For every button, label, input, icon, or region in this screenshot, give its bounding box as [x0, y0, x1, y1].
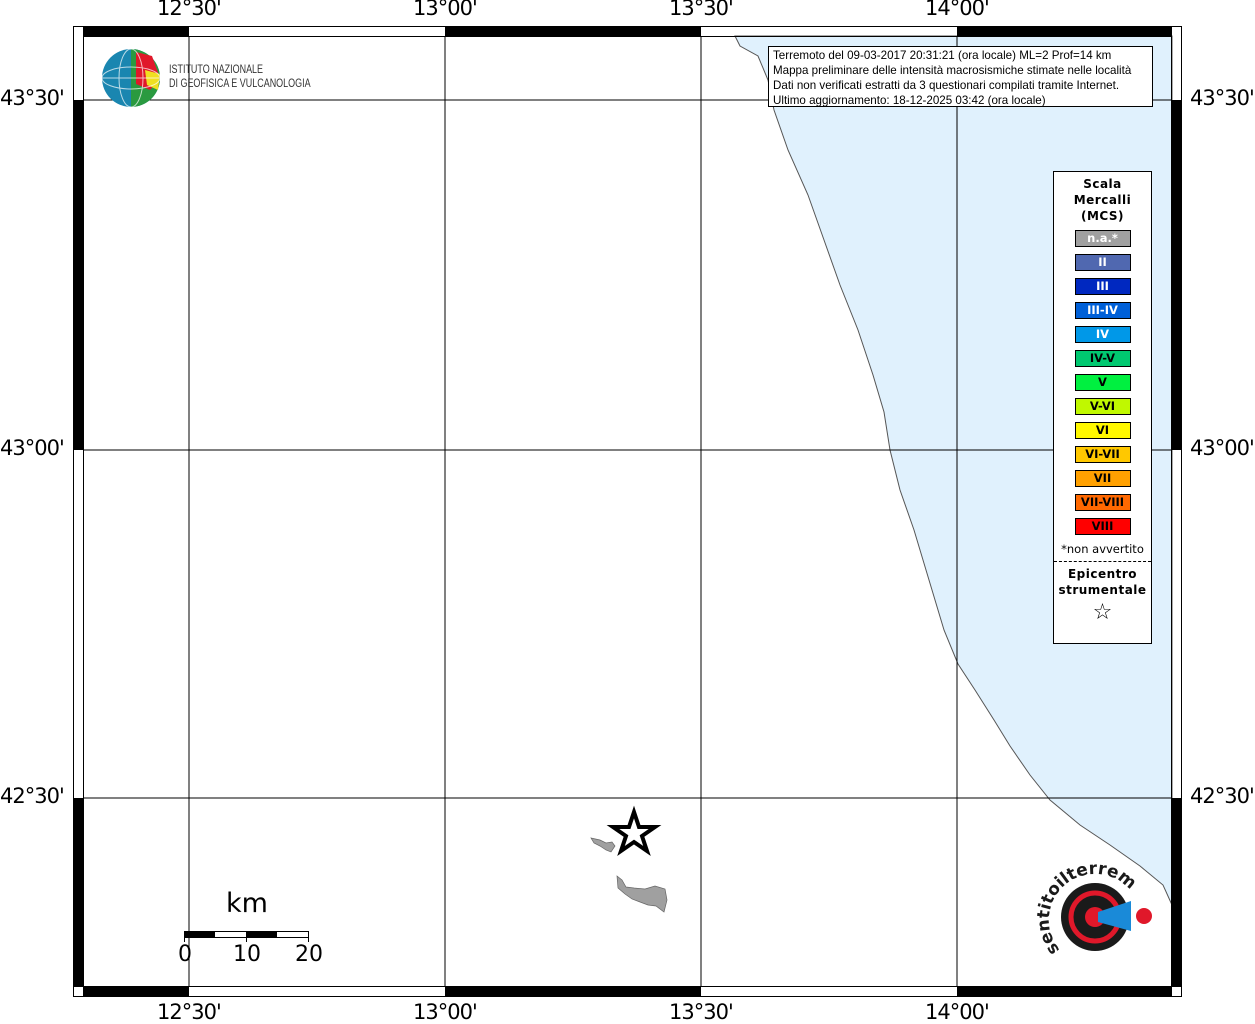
legend-swatch: VII-VIII	[1074, 494, 1131, 511]
info-line3: Dati non verificati estratti da 3 questi…	[773, 79, 1120, 92]
legend-title: Mercalli	[1073, 193, 1132, 207]
legend-note: *non avvertito	[1061, 542, 1144, 556]
lon-label-bottom: 12°30'	[157, 1000, 222, 1024]
mcs-legend: Scala Mercalli (MCS) n.a.* II III III-IV IV I…	[1053, 171, 1152, 644]
lon-label-bottom: 13°30'	[669, 1000, 734, 1024]
map-frame	[73, 26, 1182, 997]
legend-swatch: VI-VII	[1074, 446, 1131, 463]
lon-label-top: 12°30'	[157, 0, 222, 20]
legend-title: Scala	[1083, 177, 1122, 191]
scale-bar	[184, 931, 309, 942]
island-tremiti	[616, 875, 668, 913]
legend-swatches: n.a.* II III III-IV IV IV-V V V-VI VI VI-VII VII VI…	[1054, 230, 1151, 535]
ingv-line1: ISTITUTO NAZIONALE	[169, 64, 264, 76]
legend-swatch: IV	[1074, 326, 1131, 343]
legend-swatch: III-IV	[1074, 302, 1131, 319]
legend-swatch: V-VI	[1074, 398, 1131, 415]
info-line1: Terremoto del 09-03-2017 20:31:21 (ora l…	[773, 49, 1112, 62]
lat-label-left: 42°30'	[0, 784, 65, 808]
legend-swatch: III	[1074, 278, 1131, 295]
graticule	[83, 36, 1172, 987]
legend-swatch: VI	[1074, 422, 1131, 439]
event-info-box: Terremoto del 09-03-2017 20:31:21 (ora l…	[768, 46, 1153, 107]
scale-tick: 20	[295, 942, 323, 967]
lon-label-bottom: 14°00'	[925, 1000, 990, 1024]
legend-swatch: V	[1074, 374, 1131, 391]
lon-label-top: 13°00'	[413, 0, 478, 20]
lat-label-right: 42°30'	[1190, 784, 1255, 808]
lat-label-left: 43°30'	[0, 86, 65, 110]
ingv-logo-globe-icon	[101, 48, 161, 108]
legend-swatch: VII	[1074, 470, 1131, 487]
island-pianosa	[590, 837, 616, 853]
legend-epicenter-label: Epicentro strumentale	[1054, 566, 1151, 598]
epicenter-star-icon[interactable]	[606, 805, 662, 857]
info-line4: Ultimo aggiornamento: 18-12-2025 03:42 (…	[773, 94, 1046, 107]
legend-swatch: II	[1074, 254, 1131, 271]
epicenter-label-1: Epicentro	[1067, 567, 1138, 581]
lon-label-bottom: 13°00'	[413, 1000, 478, 1024]
lat-label-right: 43°00'	[1190, 436, 1255, 460]
scale-unit: km	[226, 888, 268, 919]
ingv-logo-text: ISTITUTO NAZIONALE DI GEOFISICA E VULCAN…	[169, 63, 311, 91]
scale-tick: 0	[178, 942, 192, 967]
legend-divider	[1054, 561, 1151, 562]
scale-tick: 10	[233, 942, 261, 967]
legend-title: (MCS)	[1080, 209, 1125, 223]
legend-star-icon: ☆	[1092, 600, 1113, 625]
legend-swatch: IV-V	[1074, 350, 1131, 367]
info-line2: Mappa preliminare delle intensità macros…	[773, 64, 1132, 77]
lon-label-top: 13°30'	[669, 0, 734, 20]
legend-swatch: n.a.*	[1074, 230, 1131, 247]
ingv-line2: DI GEOFISICA E VULCANOLOGIA	[169, 78, 311, 90]
lat-label-left: 43°00'	[0, 436, 65, 460]
epicenter-label-2: strumentale	[1058, 583, 1147, 597]
lat-label-right: 43°30'	[1190, 86, 1255, 110]
legend-swatch: VIII	[1074, 518, 1131, 535]
lon-label-top: 14°00'	[925, 0, 990, 20]
